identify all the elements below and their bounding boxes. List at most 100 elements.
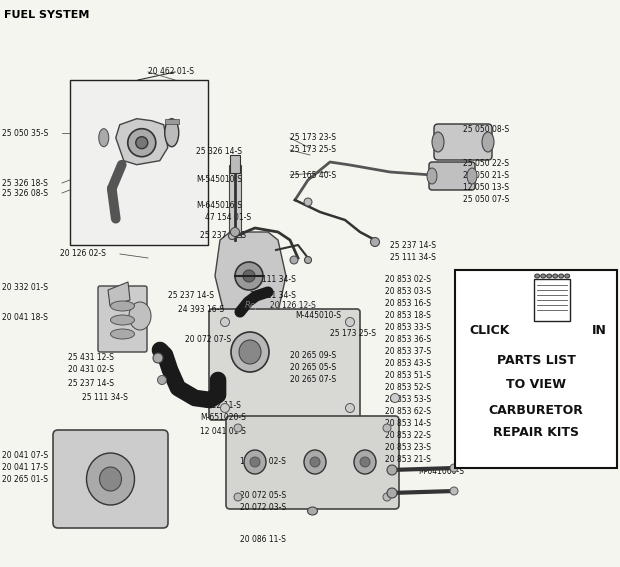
- Text: 20 072 07-S: 20 072 07-S: [185, 336, 231, 345]
- Text: 20 431 02-S: 20 431 02-S: [68, 366, 114, 374]
- FancyBboxPatch shape: [98, 286, 147, 352]
- Ellipse shape: [290, 256, 298, 264]
- Text: 20 041 17-S: 20 041 17-S: [2, 463, 48, 472]
- Text: 12 050 13-S: 12 050 13-S: [463, 183, 509, 192]
- Text: 20 853 03-S: 20 853 03-S: [385, 287, 431, 297]
- Ellipse shape: [153, 353, 163, 363]
- Text: 25 237 14-S: 25 237 14-S: [168, 290, 214, 299]
- Text: 20 853 62-S: 20 853 62-S: [385, 408, 431, 417]
- Text: TO VIEW: TO VIEW: [506, 379, 566, 391]
- Text: RepairClinic.com: RepairClinic.com: [245, 301, 316, 310]
- Text: 20 072 03-S: 20 072 03-S: [240, 503, 286, 513]
- Text: 20 072 05-S: 20 072 05-S: [240, 490, 286, 500]
- Polygon shape: [116, 119, 168, 164]
- Ellipse shape: [547, 274, 552, 278]
- Text: 25 173 25-S: 25 173 25-S: [290, 146, 336, 154]
- Text: 20 853 18-S: 20 853 18-S: [385, 311, 431, 320]
- Text: M-651020-S: M-651020-S: [200, 413, 246, 422]
- Text: M-445010-S: M-445010-S: [295, 311, 341, 320]
- Text: 12 041 01-S: 12 041 01-S: [200, 426, 246, 435]
- Text: 25 050 22-S: 25 050 22-S: [463, 159, 509, 167]
- Text: 20 332 01-S: 20 332 01-S: [2, 284, 48, 293]
- Text: 25 111 34-S: 25 111 34-S: [390, 253, 436, 263]
- Bar: [455, 270, 617, 468]
- Ellipse shape: [541, 274, 546, 278]
- Ellipse shape: [165, 119, 179, 147]
- Text: 25 111 34-S: 25 111 34-S: [250, 276, 296, 285]
- Ellipse shape: [387, 488, 397, 498]
- FancyBboxPatch shape: [53, 430, 168, 528]
- Ellipse shape: [308, 507, 317, 515]
- Ellipse shape: [87, 453, 135, 505]
- Ellipse shape: [136, 137, 148, 149]
- Ellipse shape: [243, 270, 255, 282]
- Text: 20 853 23-S: 20 853 23-S: [385, 443, 431, 452]
- Text: 25 111 34-S: 25 111 34-S: [82, 392, 128, 401]
- Text: 24 393 16-S: 24 393 16-S: [178, 306, 224, 315]
- Ellipse shape: [432, 132, 444, 152]
- Ellipse shape: [110, 329, 135, 339]
- Text: 25 431 12-S: 25 431 12-S: [68, 353, 114, 362]
- Ellipse shape: [128, 129, 156, 156]
- Ellipse shape: [304, 198, 312, 206]
- Text: 20 853 52-S: 20 853 52-S: [385, 383, 431, 392]
- Ellipse shape: [552, 274, 558, 278]
- Ellipse shape: [391, 393, 399, 403]
- Ellipse shape: [231, 227, 239, 236]
- Bar: [229, 165, 241, 237]
- Text: 25 237 14-S: 25 237 14-S: [390, 240, 436, 249]
- Text: 20 086 11-S: 20 086 11-S: [240, 535, 286, 544]
- Text: 20 265 07-S: 20 265 07-S: [290, 374, 336, 383]
- Text: REPAIR KITS: REPAIR KITS: [493, 426, 579, 439]
- Ellipse shape: [383, 424, 391, 432]
- Text: 20 462 01-S: 20 462 01-S: [148, 67, 194, 77]
- Ellipse shape: [304, 256, 311, 264]
- Text: 20 265 01-S: 20 265 01-S: [2, 476, 48, 484]
- Ellipse shape: [427, 168, 437, 184]
- Ellipse shape: [450, 464, 458, 472]
- Text: 25 050 21-S: 25 050 21-S: [463, 171, 509, 180]
- Ellipse shape: [534, 274, 539, 278]
- Text: 20 126 12-S: 20 126 12-S: [270, 301, 316, 310]
- Bar: [70, 80, 208, 245]
- Ellipse shape: [371, 238, 379, 247]
- Text: 20 265 09-S: 20 265 09-S: [290, 350, 336, 359]
- Ellipse shape: [229, 232, 236, 239]
- Text: 25 050 35-S: 25 050 35-S: [2, 129, 48, 138]
- Text: M-641060-S: M-641060-S: [418, 468, 464, 476]
- Text: 20 853 36-S: 20 853 36-S: [385, 336, 431, 345]
- Ellipse shape: [450, 487, 458, 495]
- Ellipse shape: [482, 132, 494, 152]
- Bar: [534, 279, 570, 321]
- Text: M-645016-S: M-645016-S: [196, 201, 242, 209]
- Ellipse shape: [387, 465, 397, 475]
- Ellipse shape: [221, 318, 229, 327]
- Ellipse shape: [304, 450, 326, 474]
- Text: 20 853 16-S: 20 853 16-S: [385, 299, 431, 308]
- Text: 47 154 01-S: 47 154 01-S: [205, 214, 251, 222]
- Polygon shape: [215, 232, 286, 317]
- FancyBboxPatch shape: [226, 416, 399, 509]
- Text: 20 853 43-S: 20 853 43-S: [385, 359, 431, 369]
- Ellipse shape: [345, 404, 355, 413]
- Text: 25 050 08-S: 25 050 08-S: [463, 125, 509, 134]
- Ellipse shape: [345, 318, 355, 327]
- FancyBboxPatch shape: [434, 124, 492, 160]
- Text: CARBURETOR: CARBURETOR: [489, 404, 583, 417]
- Text: IN: IN: [592, 324, 607, 336]
- Ellipse shape: [310, 457, 320, 467]
- Ellipse shape: [221, 404, 229, 413]
- Ellipse shape: [360, 457, 370, 467]
- Text: 20 853 14-S: 20 853 14-S: [385, 420, 431, 429]
- Ellipse shape: [231, 332, 269, 372]
- Ellipse shape: [383, 493, 391, 501]
- Text: 25 165 40-S: 25 165 40-S: [290, 171, 336, 180]
- Text: 20 853 21-S: 20 853 21-S: [385, 455, 431, 464]
- Text: 25 326 18-S: 25 326 18-S: [2, 179, 48, 188]
- Ellipse shape: [235, 262, 263, 290]
- Text: 20 853 37-S: 20 853 37-S: [385, 348, 431, 357]
- Text: 20 041 18-S: 20 041 18-S: [2, 314, 48, 323]
- Text: 20 853 02-S: 20 853 02-S: [385, 276, 431, 285]
- Text: 20 853 22-S: 20 853 22-S: [385, 431, 431, 441]
- Text: FUEL SYSTEM: FUEL SYSTEM: [4, 10, 89, 20]
